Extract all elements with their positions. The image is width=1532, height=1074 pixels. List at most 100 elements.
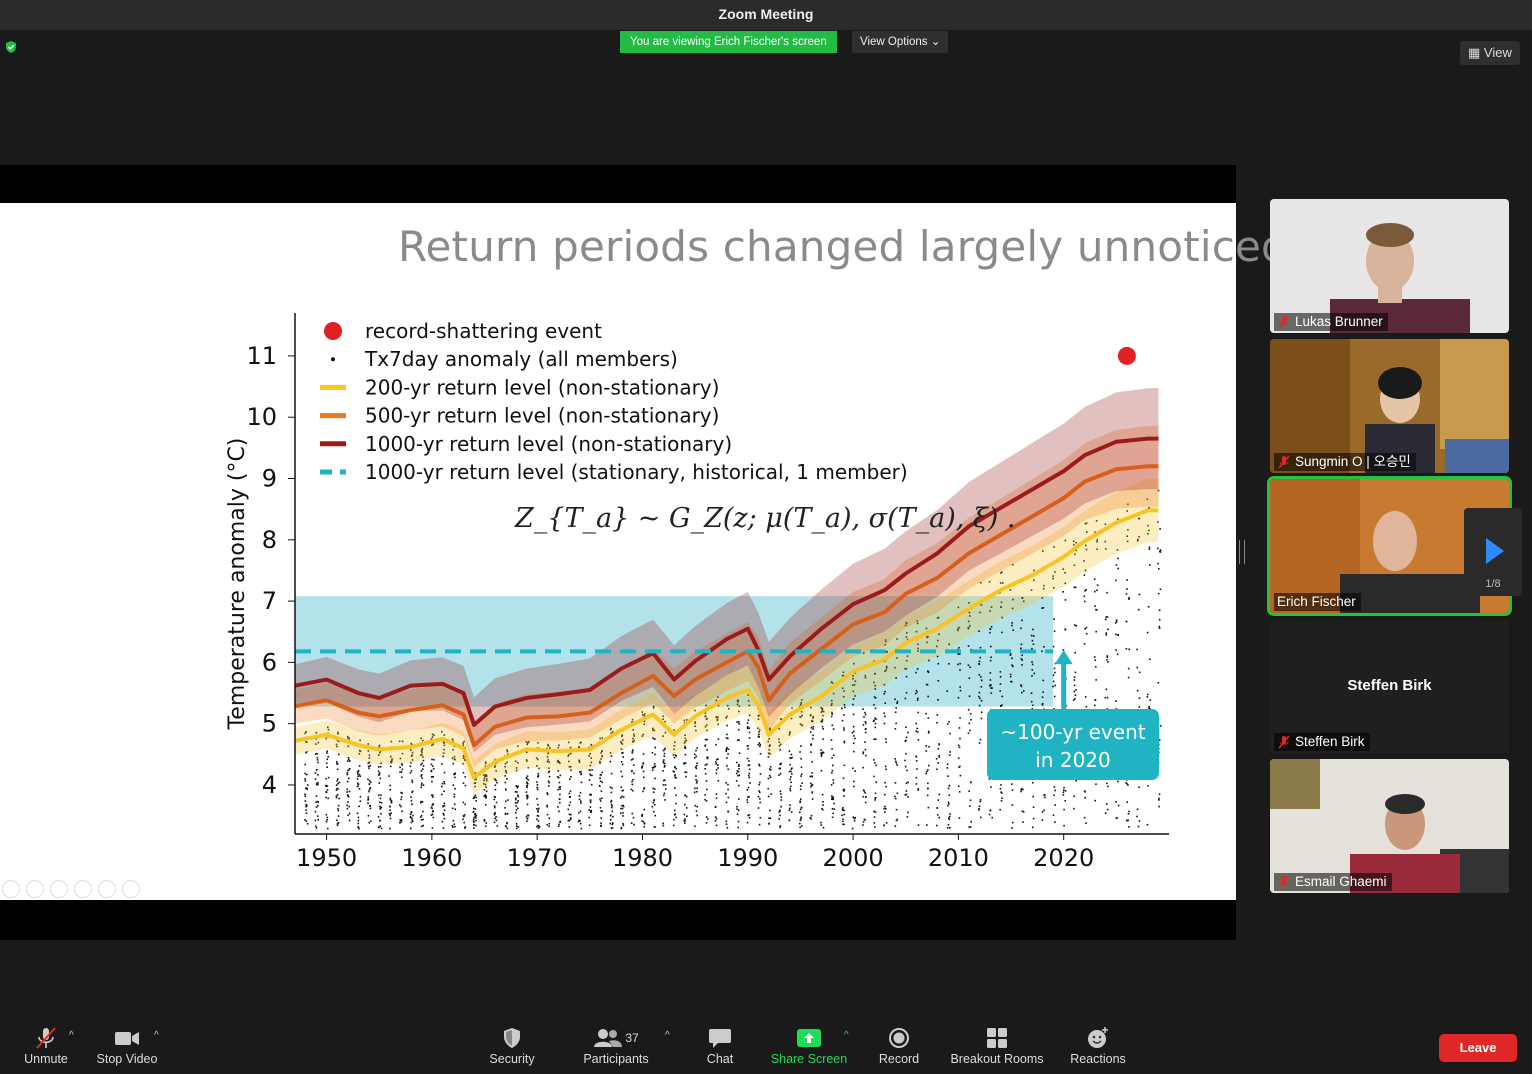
member-anomaly-point <box>925 712 927 715</box>
member-anomaly-point <box>400 770 403 773</box>
member-anomaly-point <box>335 789 338 791</box>
audio-options-caret[interactable]: ^ <box>69 1030 74 1041</box>
member-anomaly-point <box>1011 783 1013 785</box>
member-anomaly-point <box>1020 658 1023 660</box>
slides-icon[interactable] <box>74 880 92 898</box>
member-anomaly-point <box>462 754 465 757</box>
view-options-dropdown[interactable]: View Options ⌄ <box>852 31 949 53</box>
member-anomaly-point <box>1001 631 1003 634</box>
member-anomaly-point <box>852 703 854 706</box>
member-anomaly-point <box>905 675 908 678</box>
member-anomaly-point <box>907 731 909 734</box>
pen-icon[interactable] <box>50 880 68 898</box>
breakout-rooms-button[interactable]: Breakout Rooms <box>946 1026 1048 1066</box>
prev-slide-icon[interactable] <box>2 880 20 898</box>
member-anomaly-point <box>748 817 751 819</box>
next-page-button[interactable]: 1/8 <box>1464 508 1522 596</box>
participant-tile[interactable]: Sungmin O | 오승민 <box>1270 339 1509 473</box>
member-anomaly-point <box>609 760 612 763</box>
member-anomaly-point <box>1115 633 1117 636</box>
member-anomaly-point <box>928 659 930 662</box>
member-anomaly-point <box>526 743 529 746</box>
member-anomaly-point <box>580 741 582 744</box>
member-anomaly-point <box>989 610 991 612</box>
member-anomaly-point <box>767 740 769 743</box>
stop-video-button[interactable]: Stop Video <box>92 1026 162 1066</box>
member-anomaly-point <box>305 731 307 733</box>
unmute-button[interactable]: Unmute <box>18 1026 74 1066</box>
member-anomaly-point <box>610 755 613 757</box>
member-anomaly-point <box>884 690 886 693</box>
member-anomaly-point <box>1062 568 1065 570</box>
member-anomaly-point <box>769 765 772 768</box>
member-anomaly-point <box>1115 619 1118 621</box>
member-anomaly-point <box>1146 823 1149 826</box>
next-slide-icon[interactable] <box>26 880 44 898</box>
member-anomaly-point <box>704 764 707 766</box>
member-anomaly-point <box>874 722 877 725</box>
slide-controls[interactable] <box>2 880 140 898</box>
participants-button[interactable]: 37 Participants <box>578 1026 654 1066</box>
member-anomaly-point <box>864 711 866 714</box>
reactions-button[interactable]: Reactions <box>1068 1026 1128 1066</box>
participant-tile[interactable]: Lukas Brunner <box>1270 199 1509 333</box>
leave-button[interactable]: Leave <box>1439 1034 1517 1062</box>
security-button[interactable]: Security <box>484 1026 540 1066</box>
member-anomaly-point <box>1032 817 1035 820</box>
member-anomaly-point <box>843 813 846 816</box>
record-button[interactable]: Record <box>874 1026 924 1066</box>
zoom-icon[interactable] <box>98 880 116 898</box>
member-anomaly-point <box>727 810 730 813</box>
video-options-caret[interactable]: ^ <box>154 1030 159 1041</box>
member-anomaly-point <box>514 802 517 804</box>
participant-tile[interactable]: Steffen Birk Steffen Birk <box>1270 619 1509 753</box>
member-anomaly-point <box>958 646 960 649</box>
member-anomaly-point <box>904 740 907 743</box>
panel-resize-handle[interactable] <box>1239 540 1245 564</box>
member-anomaly-point <box>662 760 665 763</box>
share-screen-button[interactable]: Share Screen <box>766 1026 852 1066</box>
member-anomaly-point <box>422 818 424 821</box>
member-anomaly-point <box>1127 529 1129 531</box>
member-anomaly-point <box>346 807 349 810</box>
member-anomaly-point <box>419 816 422 818</box>
member-anomaly-point <box>336 778 339 780</box>
member-anomaly-point <box>400 820 403 823</box>
participant-tile[interactable]: Esmail Ghaemi <box>1270 759 1509 893</box>
member-anomaly-point <box>947 823 950 826</box>
member-anomaly-point <box>336 819 338 822</box>
view-layout-button[interactable]: ▦ View <box>1460 41 1520 65</box>
member-anomaly-point <box>1083 595 1086 598</box>
member-anomaly-point <box>580 802 582 804</box>
member-anomaly-point <box>958 727 961 729</box>
more-icon[interactable] <box>122 880 140 898</box>
member-anomaly-point <box>452 740 454 742</box>
member-anomaly-point <box>832 728 835 730</box>
member-anomaly-point <box>675 816 677 819</box>
member-anomaly-point <box>548 781 551 784</box>
member-anomaly-point <box>799 716 801 718</box>
member-anomaly-point <box>317 804 319 807</box>
member-anomaly-point <box>389 814 391 817</box>
encryption-shield-icon[interactable] <box>4 40 18 54</box>
participants-options-caret[interactable]: ^ <box>665 1030 670 1041</box>
member-anomaly-point <box>493 778 496 780</box>
record-label: Record <box>878 1052 920 1066</box>
member-anomaly-point <box>580 770 582 773</box>
member-anomaly-point <box>758 729 761 731</box>
share-options-caret[interactable]: ^ <box>844 1030 849 1041</box>
member-anomaly-point <box>1104 618 1107 621</box>
member-anomaly-point <box>704 794 706 796</box>
member-anomaly-point <box>663 759 665 761</box>
member-anomaly-point <box>536 825 538 828</box>
member-anomaly-point <box>462 801 465 804</box>
chat-button[interactable]: Chat <box>700 1026 740 1066</box>
member-anomaly-point <box>841 719 844 722</box>
member-anomaly-point <box>768 748 770 751</box>
member-anomaly-point <box>957 744 960 747</box>
participant-name: Sungmin O | 오승민 <box>1295 454 1411 469</box>
member-anomaly-point <box>526 785 528 787</box>
member-anomaly-point <box>864 748 867 751</box>
member-anomaly-point <box>1000 784 1002 786</box>
member-anomaly-point <box>1149 699 1152 701</box>
